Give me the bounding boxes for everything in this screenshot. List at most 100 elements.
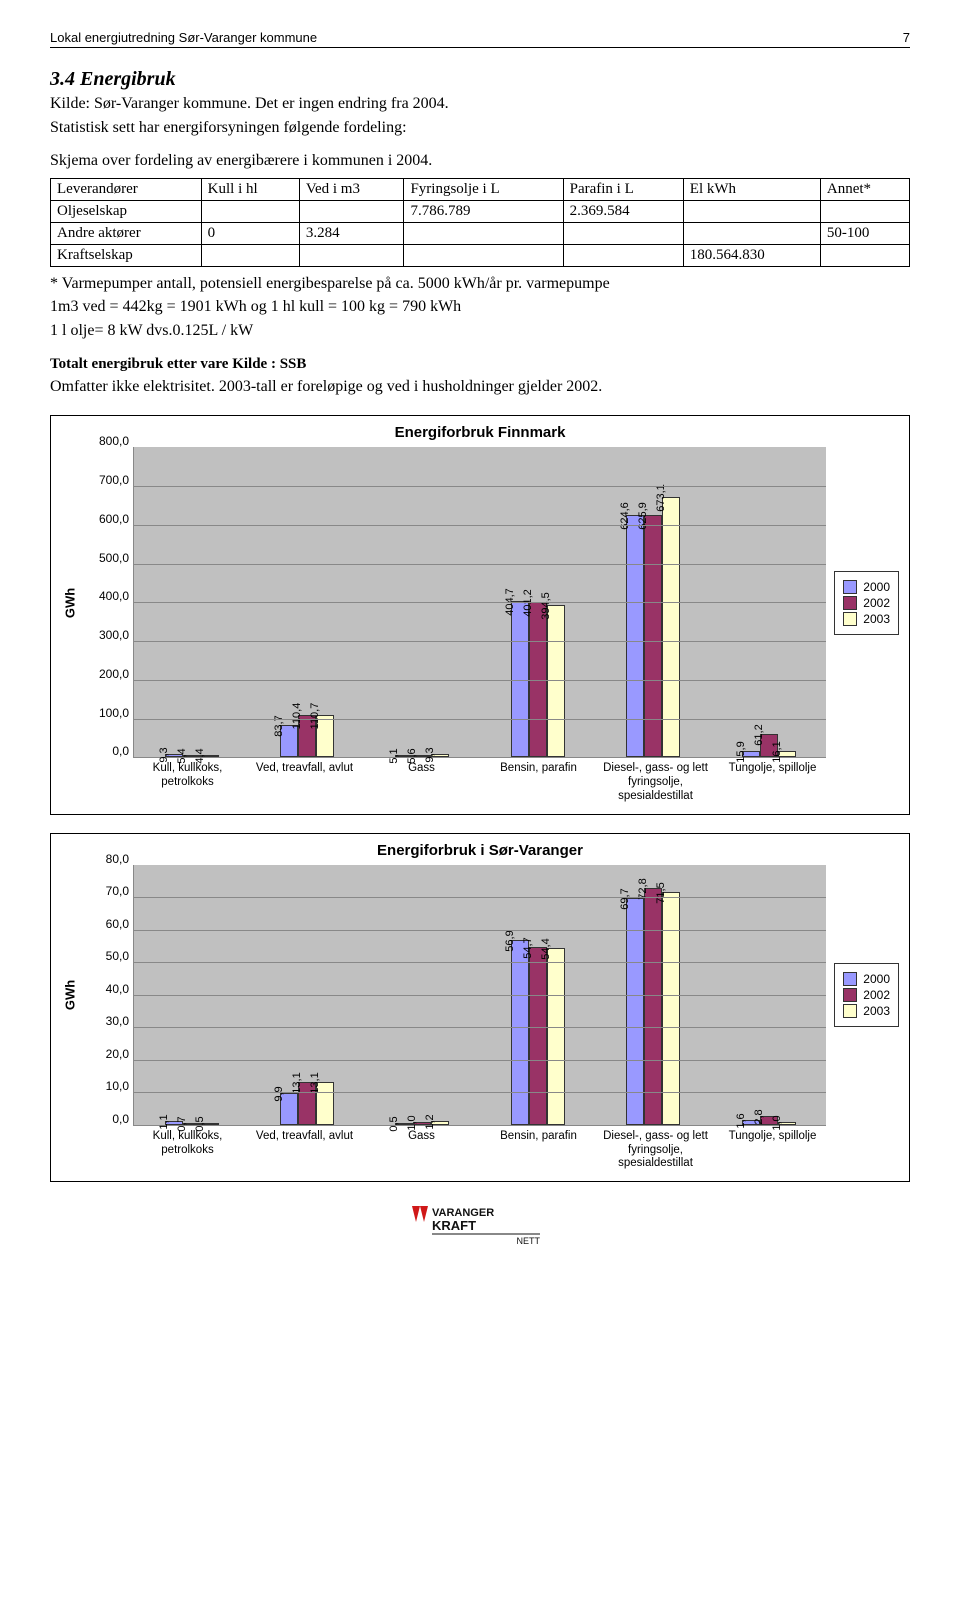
- page-header: Lokal energiutredning Sør-Varanger kommu…: [50, 30, 910, 48]
- chart2-plot: 1,10,70,59,913,113,10,51,01,256,954,754,…: [133, 865, 826, 1126]
- table-row: Andre aktører03.28450-100: [51, 222, 910, 244]
- legend-swatch: [843, 612, 857, 626]
- chart1-legend: 200020022003: [834, 571, 899, 635]
- legend-swatch: [843, 1004, 857, 1018]
- table-cell: 180.564.830: [683, 244, 820, 266]
- table-header: Fyringsolje i L: [404, 178, 563, 200]
- bar: 4,4: [201, 755, 219, 757]
- xtick-label: Kull, kullkoks, petrolkoks: [129, 1126, 246, 1171]
- footer-logo: VARANGER KRAFT NETT: [50, 1202, 910, 1253]
- totals-subtitle: Omfatter ikke elektrisitet. 2003-tall er…: [50, 376, 910, 398]
- bar-value-label: 9,9: [273, 1086, 287, 1101]
- bar-value-label: 16,1: [771, 741, 785, 762]
- table-cell: [201, 200, 299, 222]
- legend-label: 2002: [863, 988, 890, 1002]
- table-row: Oljeselskap7.786.7892.369.584: [51, 200, 910, 222]
- table-header: El kWh: [683, 178, 820, 200]
- intro-line-1: Kilde: Sør-Varanger kommune. Det er inge…: [50, 93, 910, 115]
- bar-value-label: 61,2: [753, 724, 767, 745]
- table-cell: [820, 244, 909, 266]
- table-cell: [820, 200, 909, 222]
- bar-group: 69,772,871,5: [596, 888, 711, 1125]
- chart-sorvaranger: Energiforbruk i Sør-Varanger GWh 80,070,…: [50, 833, 910, 1182]
- bar-value-label: 5,1: [388, 749, 402, 764]
- xtick-label: Diesel-, gass- og lett fyringsolje, spes…: [597, 758, 714, 803]
- logo-brand-bottom: KRAFT: [432, 1218, 476, 1233]
- xtick-label: Ved, treavfall, avlut: [246, 1126, 363, 1171]
- table-header: Parafin i L: [563, 178, 683, 200]
- totals-title: Totalt energibruk etter vare Kilde : SSB: [50, 354, 910, 374]
- bar-value-label: 5,4: [176, 749, 190, 764]
- bar-group: 5,15,69,3: [365, 754, 480, 758]
- bar-value-label: 5,6: [406, 749, 420, 764]
- legend-item: 2000: [843, 972, 890, 986]
- table-row: Kraftselskap 180.564.830: [51, 244, 910, 266]
- scheme-caption: Skjema over fordeling av energibærere i …: [50, 150, 910, 172]
- table-cell: Kraftselskap: [51, 244, 202, 266]
- table-cell: [683, 222, 820, 244]
- xtick-label: Diesel-, gass- og lett fyringsolje, spes…: [597, 1126, 714, 1171]
- bar-value-label: 2,8: [753, 1109, 767, 1124]
- bar-value-label: 110,7: [309, 702, 323, 729]
- bar: 9,9: [280, 1093, 298, 1125]
- bar-value-label: 624,6: [619, 503, 633, 531]
- bar: 54,7: [529, 947, 547, 1125]
- bar: 15,9: [742, 751, 760, 757]
- bar-group: 1,10,70,5: [134, 1121, 249, 1125]
- bar-value-label: 4,4: [194, 749, 208, 764]
- logo-sub: NETT: [517, 1236, 541, 1246]
- bar-group: 15,961,216,1: [711, 734, 826, 758]
- header-left: Lokal energiutredning Sør-Varanger kommu…: [50, 30, 317, 45]
- bar-value-label: 673,1: [655, 484, 669, 512]
- xtick-label: Tungolje, spillolje: [714, 758, 831, 803]
- legend-swatch: [843, 596, 857, 610]
- bar: 72,8: [644, 888, 662, 1125]
- bar-value-label: 0,5: [388, 1116, 402, 1131]
- table-cell: [404, 222, 563, 244]
- table-cell: [563, 244, 683, 266]
- bar: 83,7: [280, 725, 298, 757]
- bar: 625,9: [644, 515, 662, 758]
- xtick-label: Bensin, parafin: [480, 1126, 597, 1171]
- table-cell: 0: [201, 222, 299, 244]
- bar-value-label: 1,0: [406, 1115, 420, 1130]
- bar-value-label: 13,1: [291, 1073, 305, 1094]
- bar-value-label: 9,3: [424, 747, 438, 762]
- table-cell: [299, 200, 404, 222]
- bar: 1,2: [431, 1121, 449, 1125]
- table-cell: [299, 244, 404, 266]
- bar-group: 9,35,44,4: [134, 754, 249, 758]
- chart2-ylabel: GWh: [63, 980, 78, 1010]
- chart2-title: Energiforbruk i Sør-Varanger: [61, 842, 899, 859]
- table-cell: [563, 222, 683, 244]
- table-cell: Oljeselskap: [51, 200, 202, 222]
- note-line-3: 1 l olje= 8 kW dvs.0.125L / kW: [50, 320, 910, 342]
- bar: 71,5: [662, 892, 680, 1124]
- bar: 56,9: [511, 940, 529, 1125]
- table-cell: [683, 200, 820, 222]
- bar-group: 0,51,01,2: [365, 1121, 480, 1125]
- xtick-label: Tungolje, spillolje: [714, 1126, 831, 1171]
- legend-label: 2000: [863, 972, 890, 986]
- legend-item: 2003: [843, 1004, 890, 1018]
- table-cell: 2.369.584: [563, 200, 683, 222]
- legend-swatch: [843, 580, 857, 594]
- energy-table: LeverandørerKull i hlVed i m3Fyringsolje…: [50, 178, 910, 267]
- bar-value-label: 1,6: [735, 1113, 749, 1128]
- chart1-ylabel: GWh: [63, 588, 78, 618]
- legend-item: 2002: [843, 988, 890, 1002]
- legend-item: 2000: [843, 580, 890, 594]
- note-line-2: 1m3 ved = 442kg = 1901 kWh og 1 hl kull …: [50, 296, 910, 318]
- bar: 624,6: [626, 515, 644, 757]
- xtick-label: Gass: [363, 758, 480, 803]
- legend-item: 2003: [843, 612, 890, 626]
- table-header: Kull i hl: [201, 178, 299, 200]
- xtick-label: Ved, treavfall, avlut: [246, 758, 363, 803]
- xtick-label: Gass: [363, 1126, 480, 1171]
- legend-label: 2003: [863, 1004, 890, 1018]
- bar: 54,4: [547, 948, 565, 1125]
- bar: 0,5: [201, 1123, 219, 1125]
- bar-group: 9,913,113,1: [249, 1082, 364, 1125]
- bar: 1,0: [778, 1122, 796, 1125]
- intro-line-2: Statistisk sett har energiforsyningen fø…: [50, 117, 910, 139]
